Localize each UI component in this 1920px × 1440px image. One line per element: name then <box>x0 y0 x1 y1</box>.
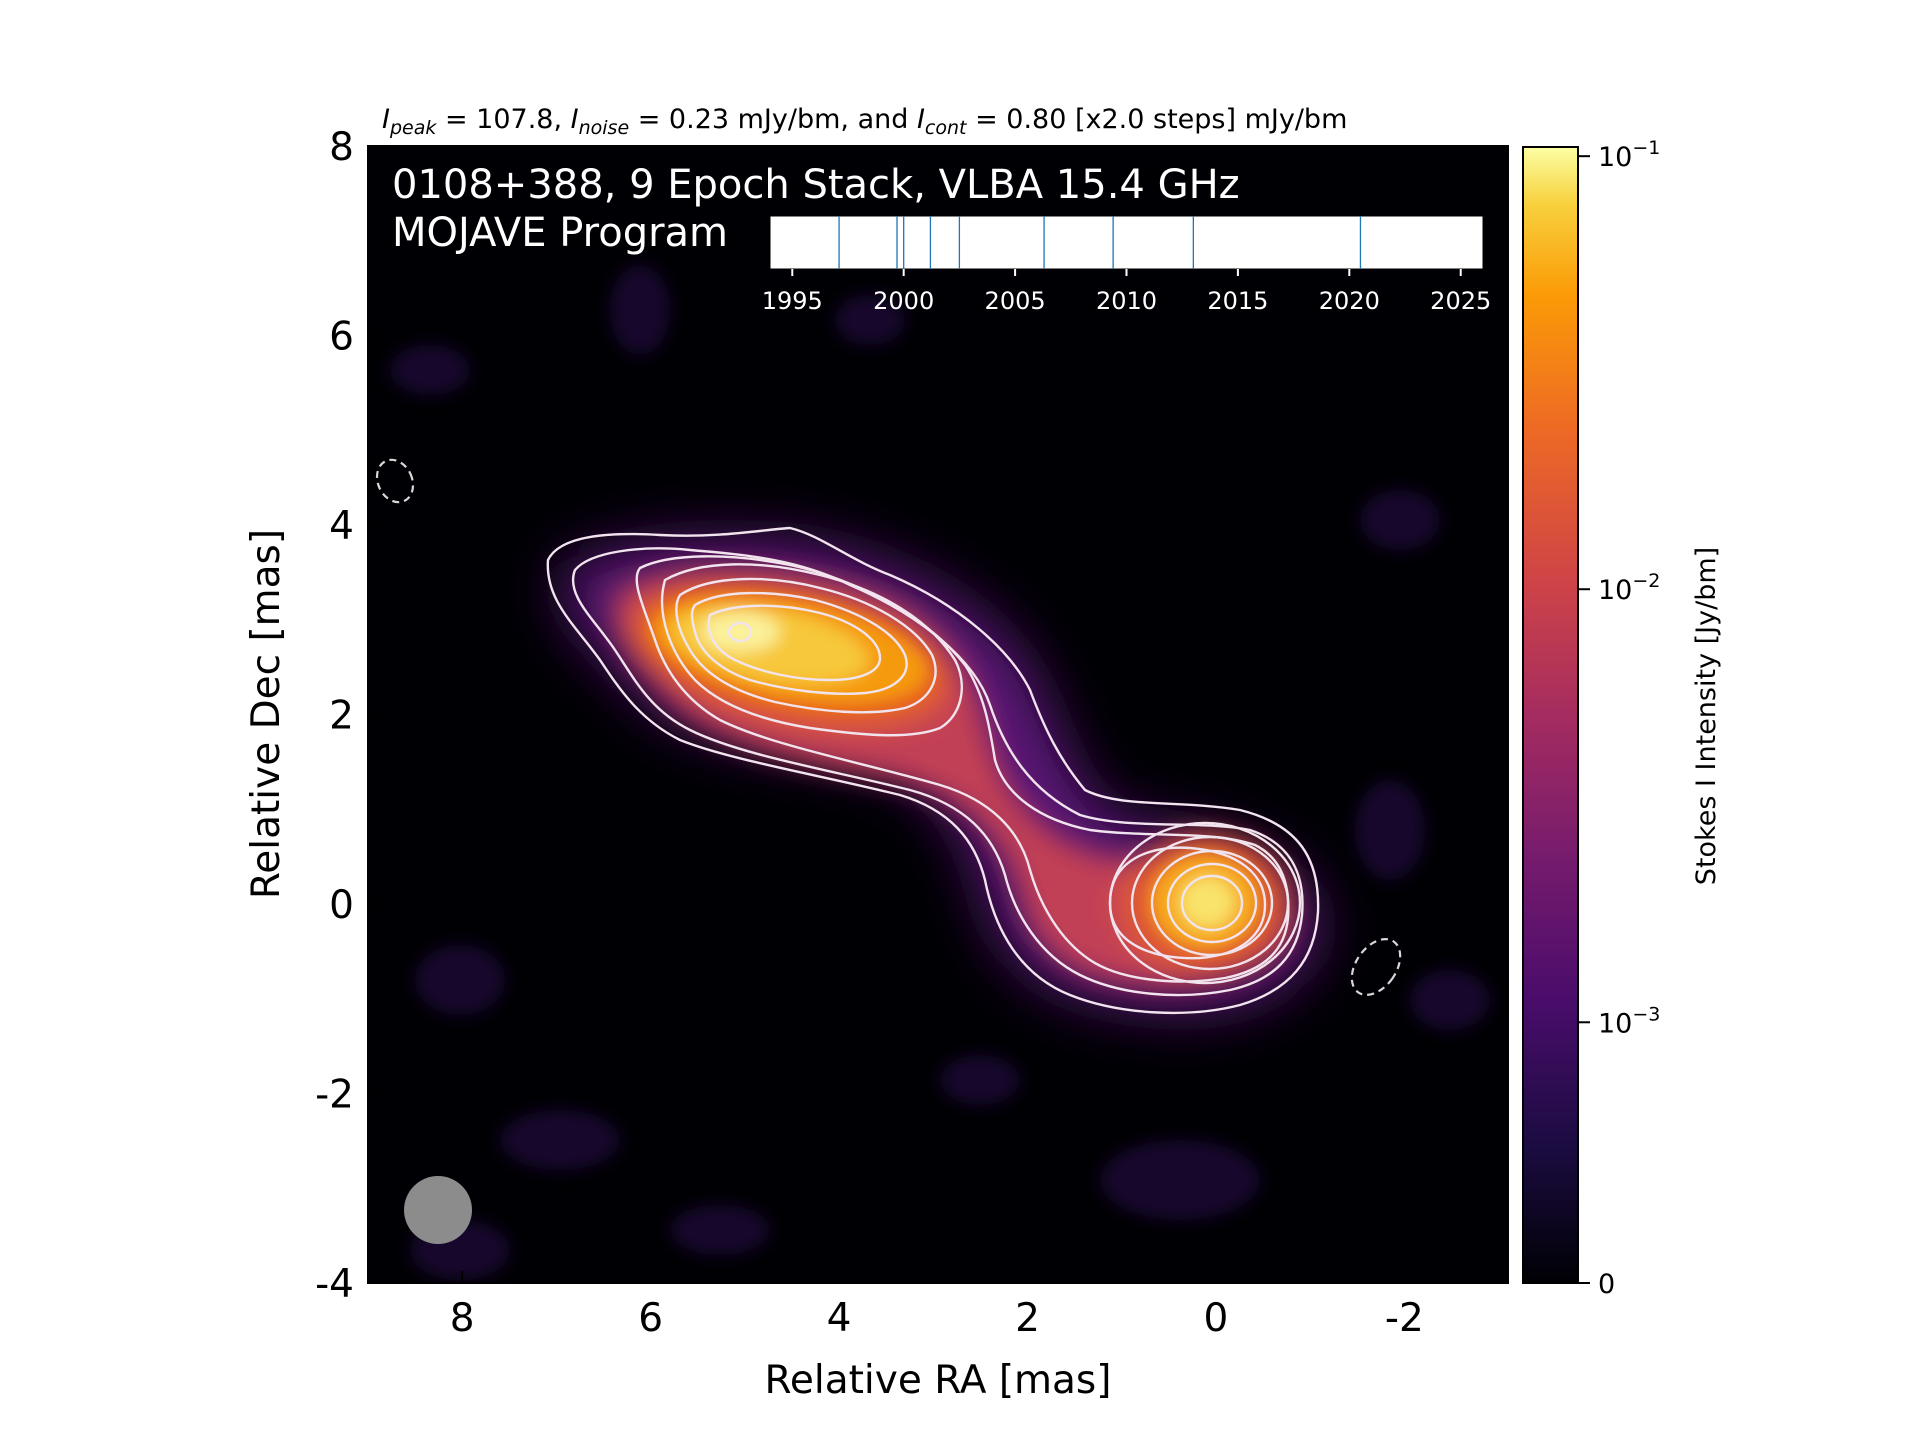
contour-core-5 <box>1180 874 1244 932</box>
contour-core-2 <box>1130 835 1290 971</box>
timeline-tick-label: 2015 <box>1207 287 1268 315</box>
y-tick-label: 0 <box>329 883 354 928</box>
y-tick-label: 8 <box>329 125 354 170</box>
x-tick-label: 6 <box>638 1296 663 1341</box>
colorbar-tick-label: 10−1 <box>1598 137 1660 173</box>
timeline-tick-label: 2020 <box>1319 287 1380 315</box>
contour-level-2 <box>572 547 1304 997</box>
contour-level-7 <box>707 604 882 682</box>
colorbar: 0 10−3 10−2 10−1 Stokes I Intensity [Jy/bm] <box>1522 137 1722 1300</box>
contour-core-4 <box>1166 862 1258 944</box>
colorbar-tick-label: 0 <box>1598 1269 1615 1300</box>
y-tick-label: 4 <box>329 504 354 549</box>
y-tick-label: 6 <box>329 315 354 360</box>
x-tick-label: 8 <box>450 1296 475 1341</box>
x-tick-label: 0 <box>1204 1296 1229 1341</box>
y-axis-label: Relative Dec [mas] <box>244 529 289 899</box>
contour-level-3 <box>635 555 1290 983</box>
timeline-box <box>769 215 1484 270</box>
x-tick-label: 2 <box>1015 1296 1040 1341</box>
timeline-tick-label: 2005 <box>985 287 1046 315</box>
timeline-ticks: 1995 2000 2005 2010 2015 2020 2025 <box>762 269 1491 315</box>
beam-ellipse <box>404 1176 472 1244</box>
y-axis: 8 6 4 2 0 -2 -4 <box>315 125 380 1307</box>
contour-level-6 <box>690 591 908 695</box>
timeline-tick-label: 2025 <box>1430 287 1491 315</box>
intensity-map: 0108+388, 9 Epoch Stack, VLBA 15.4 GHz M… <box>368 146 1508 1283</box>
timeline-tick-label: 2010 <box>1096 287 1157 315</box>
y-tick-label: 2 <box>329 694 354 739</box>
epoch-timeline: 1995 2000 2005 2010 2015 2020 2025 <box>762 215 1491 315</box>
colorbar-label: Stokes I Intensity [Jy/bm] <box>1691 547 1722 885</box>
header-stats: Ipeak = 107.8, Inoise = 0.23 mJy/bm, and… <box>382 104 1347 139</box>
colorbar-gradient <box>1522 146 1579 1284</box>
y-tick-label: -4 <box>315 1262 354 1307</box>
x-tick-label: -2 <box>1385 1296 1424 1341</box>
colorbar-tick-label: 10−2 <box>1598 570 1660 606</box>
plot-title: 0108+388, 9 Epoch Stack, VLBA 15.4 GHz <box>392 162 1240 208</box>
timeline-tick-label: 2000 <box>873 287 934 315</box>
contour-level-4 <box>660 563 963 737</box>
plot-subtitle: MOJAVE Program <box>392 210 728 256</box>
dashed-ellipse-left <box>375 458 415 504</box>
noise-background <box>390 265 1490 1280</box>
contour-level-5 <box>675 577 937 714</box>
contours <box>546 526 1320 1015</box>
y-tick-label: -2 <box>315 1073 354 1118</box>
x-axis-label: Relative RA [mas] <box>765 1358 1112 1403</box>
x-tick-label: 4 <box>827 1296 852 1341</box>
contour-core-6 <box>1108 846 1267 960</box>
dashed-ellipse-right <box>1350 938 1402 996</box>
timeline-tick-label: 1995 <box>762 287 823 315</box>
contour-level-1 <box>546 526 1320 1015</box>
x-axis: 8 6 4 2 0 -2 <box>450 1271 1424 1341</box>
colorbar-ticks: 0 10−3 10−2 10−1 <box>1578 137 1660 1300</box>
colorbar-tick-label: 10−3 <box>1598 1003 1660 1039</box>
timeline-epochs <box>838 216 1362 269</box>
contour-hotspot-peak <box>727 621 753 643</box>
